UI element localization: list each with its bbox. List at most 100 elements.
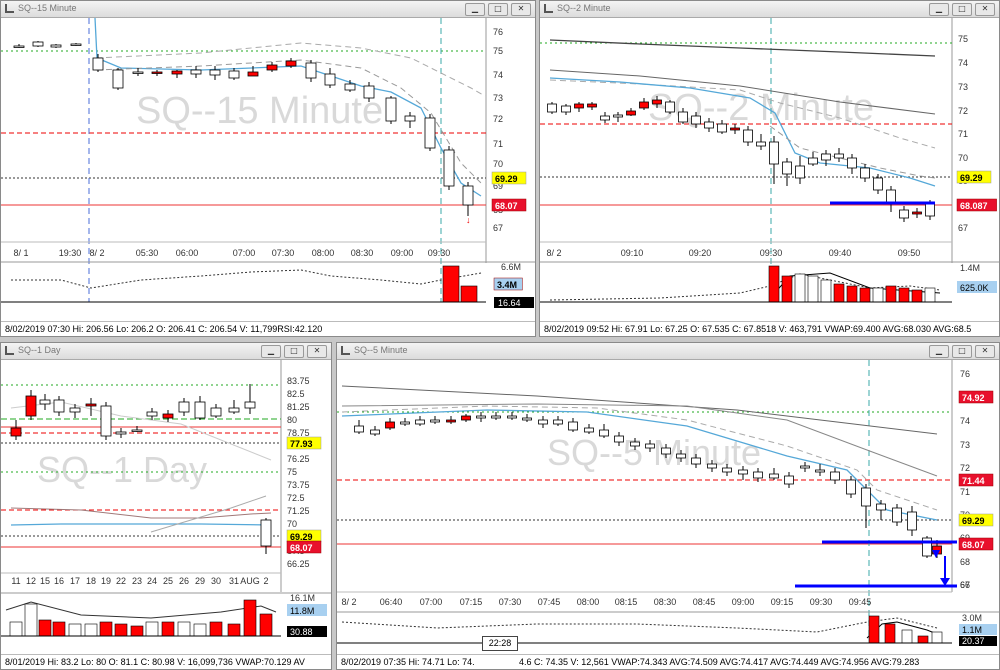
y-tick-label: 78.75: [287, 428, 310, 438]
y-tick-label: 75: [493, 46, 503, 56]
drawn-arrow-head: [932, 550, 940, 558]
candle-up: [676, 453, 686, 459]
candle-up: [743, 129, 753, 143]
x-tick-label: 07:30: [272, 248, 295, 258]
x-tick-label: 22: [116, 576, 126, 586]
x-tick-label: 08:30: [654, 597, 677, 607]
titlebar[interactable]: SQ--15 Minute ▁ □ ✕: [1, 1, 535, 18]
candle-up: [547, 103, 557, 113]
y-tick-label: 73: [958, 82, 968, 92]
maximize-button[interactable]: □: [488, 3, 508, 16]
y-tick-label: 70: [287, 519, 297, 529]
y-tick-label: 71: [960, 487, 970, 497]
candle-up: [404, 115, 416, 122]
candle-up: [13, 45, 25, 48]
volume-bar: [243, 599, 257, 637]
price-badge: 71.44: [962, 476, 985, 486]
ohlc-readout: 8/02/2019 07:30 Hi: 206.56 Lo: 206.2 O: …: [5, 324, 323, 334]
moving-average: [10, 523, 272, 526]
minimize-button[interactable]: ▁: [929, 345, 949, 358]
status-bar: 8/02/2019 09:52 Hi: 67.91 Lo: 67.25 O: 6…: [540, 321, 999, 336]
price-badge-bg: [956, 198, 997, 212]
candle-up: [210, 407, 222, 417]
y-tick-label: 70: [493, 159, 503, 169]
candle-up: [491, 415, 501, 419]
x-tick-label: 07:00: [233, 248, 256, 258]
drawn-arrow-head: [940, 578, 950, 586]
window-1-day[interactable]: SQ--1 Day ▁ □ ✕ SQ--1 Day 83.75 82.5 81.25 80 7…: [0, 342, 332, 670]
minimize-button[interactable]: ▁: [929, 3, 949, 16]
candle-up: [424, 117, 436, 149]
x-tick-label: 09:40: [829, 248, 852, 258]
candle-up: [599, 429, 609, 437]
volume-bar: [130, 625, 144, 637]
volume-badge-bg: [957, 281, 997, 293]
x-tick-label: 2: [263, 576, 268, 586]
volume-badge: 3.4M: [497, 280, 517, 290]
titlebar[interactable]: SQ--2 Minute ▁ □ ✕: [540, 1, 999, 18]
candle-up: [344, 83, 356, 91]
candle-up: [678, 111, 688, 123]
volume-bar: [52, 621, 66, 637]
price-chart[interactable]: SQ--5 Minute767574737271706968676674.927…: [337, 360, 999, 653]
candle-up: [704, 121, 714, 129]
close-button[interactable]: ✕: [975, 345, 995, 358]
candle-up: [370, 429, 380, 435]
maximize-button[interactable]: □: [284, 345, 304, 358]
candle-up: [305, 62, 317, 79]
price-badge: 69.29: [960, 173, 983, 183]
candle-down: [912, 211, 922, 215]
candle-down: [587, 103, 597, 108]
close-button[interactable]: ✕: [975, 3, 995, 16]
close-button[interactable]: ✕: [511, 3, 531, 16]
volume-label: 30.88: [290, 627, 313, 637]
maximize-button[interactable]: □: [952, 345, 972, 358]
x-tick-label: 09:30: [760, 248, 783, 258]
price-badge-bg: [491, 198, 527, 212]
price-badge-bg: [491, 171, 527, 185]
candle-down: [626, 110, 636, 116]
window-5-minute[interactable]: SQ--5 Minute ▁□✕ SQ--5 Minute76757473727…: [336, 342, 1000, 670]
titlebar[interactable]: SQ--1 Day ▁ □ ✕: [1, 343, 331, 360]
minimize-button[interactable]: ▁: [465, 3, 485, 16]
ohlc-readout: 8/01/2019 Hi: 83.2 Lo: 80 O: 81.1 C: 80.…: [5, 657, 305, 667]
window-2-minute[interactable]: SQ--2 Minute ▁ □ ✕ SQ--2 Minute 75 74 73 72 71 7…: [539, 0, 1000, 337]
maximize-button[interactable]: □: [952, 3, 972, 16]
status-bar: 8/02/2019 07:35 Hi: 74.71 Lo: 74. 4.6 C:…: [337, 654, 999, 669]
candle-up: [507, 415, 517, 419]
candle-up: [568, 421, 578, 431]
minimize-button[interactable]: ▁: [261, 345, 281, 358]
candle-up: [613, 114, 623, 118]
price-badge-bg: [958, 537, 994, 551]
candle-up: [260, 519, 272, 547]
y-tick-label: 67: [493, 223, 503, 233]
moving-average: [10, 507, 272, 519]
volume-bar: [38, 619, 52, 637]
y-tick-label: 69: [493, 181, 503, 191]
candle-up: [584, 427, 594, 433]
candle-up: [70, 43, 82, 46]
x-tick-label: 09:15: [771, 597, 794, 607]
titlebar[interactable]: SQ--5 Minute ▁ □ ✕: [337, 343, 999, 360]
moving-average: [150, 495, 267, 533]
watermark: SQ--2 Minute: [648, 87, 874, 129]
candle-up: [717, 123, 727, 133]
price-chart[interactable]: SQ--1 Day83.7582.581.258078.7577.576.257…: [1, 360, 331, 653]
close-button[interactable]: ✕: [307, 345, 327, 358]
candle-up: [922, 537, 932, 557]
y-tick-label: 66: [960, 580, 970, 590]
volume-bar: [259, 613, 273, 637]
moving-average: [769, 125, 936, 179]
volume-bar: [820, 279, 832, 303]
price-badge-bg: [958, 473, 994, 487]
candle-up: [324, 73, 336, 86]
price-chart[interactable]: SQ--15 Minute76757473727170696867↓69.296…: [1, 18, 535, 320]
x-tick-label: 16: [54, 576, 64, 586]
x-tick-label: 09:00: [732, 597, 755, 607]
chart-icon: [341, 346, 350, 355]
price-chart[interactable]: SQ--2 Minute75747372717069686769.2968.08…: [540, 18, 999, 320]
candle-up: [600, 115, 610, 121]
volume-badge-bg: [493, 277, 523, 291]
window-15-minute[interactable]: SQ--15 Minute ▁ □ ✕ SQ--15 Minute 76 75 74 73 7…: [0, 0, 536, 337]
watermark: SQ--5 Minute: [547, 432, 761, 473]
